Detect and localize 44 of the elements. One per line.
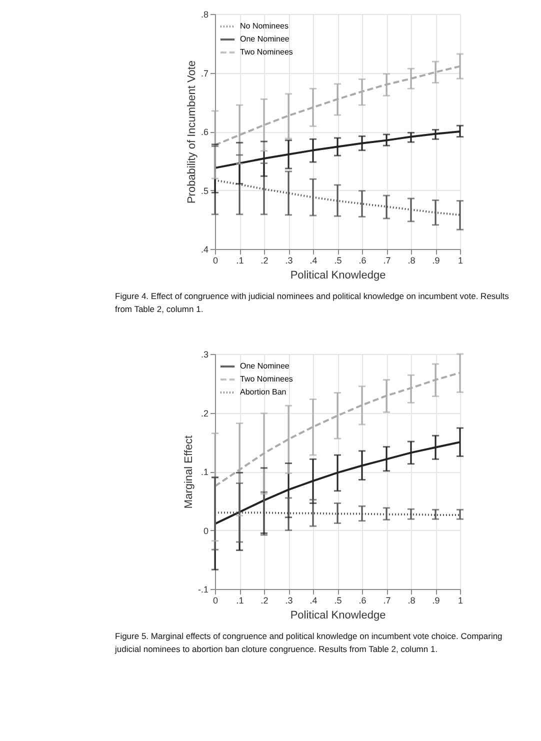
x-tick-label: .1 xyxy=(236,256,244,266)
caption: Figure 5. Marginal effects of congruence and political knowledge on incumbent vote choice. Comparing judicial nominees to abortion ban cloture congruence. Results from Table 2, column 1. xyxy=(114,631,503,654)
y-tick-label: .5 xyxy=(200,186,208,196)
caption: Figure 4. Effect of congruence with judicial nominees and political knowledge on incumbent vote. Results from Table 2, column 1. xyxy=(115,291,509,314)
legend-label: Two Nominees xyxy=(240,48,293,56)
x-tick-label: .3 xyxy=(285,256,293,266)
y-axis-title: Marginal Effect xyxy=(182,435,195,509)
x-tick-label: .6 xyxy=(358,596,366,606)
y-tick-label: -.1 xyxy=(198,584,208,594)
x-tick-label: .7 xyxy=(383,256,391,266)
legend-label: No Nominees xyxy=(240,22,288,30)
x-tick-label: .4 xyxy=(310,256,318,266)
legend-label: Abortion Ban xyxy=(240,388,286,396)
x-tick-label: .7 xyxy=(383,596,391,606)
x-tick-label: .8 xyxy=(408,596,416,606)
x-tick-label: .2 xyxy=(260,256,268,266)
legend-label: Two Nominees xyxy=(240,374,293,384)
x-axis-title: Political Knowledge xyxy=(290,270,386,282)
x-tick-label: .5 xyxy=(334,596,342,606)
y-tick-label: .6 xyxy=(200,127,208,137)
x-tick-label: .2 xyxy=(260,596,268,606)
y-tick-label: 0 xyxy=(203,526,208,536)
y-tick-label: .4 xyxy=(200,244,208,254)
x-tick-label: .1 xyxy=(236,596,244,606)
y-axis-title: Probability of Incumbent Vote xyxy=(186,60,198,204)
x-tick-label: .4 xyxy=(310,596,318,606)
x-tick-label: 1 xyxy=(458,596,464,606)
x-tick-label: .9 xyxy=(432,256,440,266)
y-tick-label: .3 xyxy=(200,350,208,360)
legend-label: One Nominee xyxy=(240,34,290,44)
x-tick-label: .6 xyxy=(358,256,366,266)
x-tick-label: .5 xyxy=(334,256,342,266)
x-tick-label: .9 xyxy=(432,596,440,606)
legend-label: One Nominee xyxy=(240,362,290,370)
y-tick-label: .1 xyxy=(200,467,208,477)
y-tick-label: .8 xyxy=(200,10,208,20)
x-axis-title: Political Knowledge xyxy=(290,610,386,622)
x-tick-label: .3 xyxy=(285,596,293,606)
y-tick-label: .2 xyxy=(200,408,208,418)
x-tick-label: 0 xyxy=(212,596,218,606)
y-tick-label: .7 xyxy=(200,68,208,78)
x-tick-label: 1 xyxy=(458,256,464,266)
x-tick-label: .8 xyxy=(408,256,416,266)
x-tick-label: 0 xyxy=(212,256,218,266)
